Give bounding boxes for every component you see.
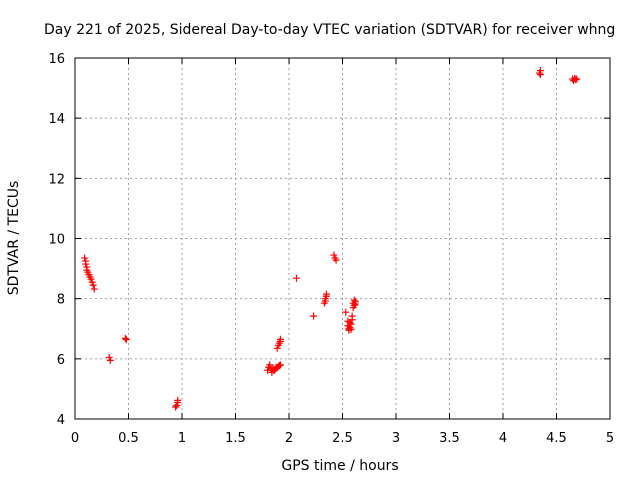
y-tick-label: 14 [48, 112, 65, 127]
x-axis-label: GPS time / hours [281, 458, 398, 474]
data-point [276, 335, 284, 343]
data-point [81, 254, 89, 262]
data-point [273, 344, 281, 352]
x-tick-label: 0.5 [118, 431, 139, 446]
axis-ticks [74, 57, 611, 420]
x-tick-label: 1 [178, 431, 186, 446]
data-point [105, 353, 113, 361]
data-point [292, 274, 300, 282]
y-tick-label: 4 [57, 413, 65, 428]
data-point [350, 301, 358, 309]
data-point [351, 298, 359, 306]
data-point [572, 76, 580, 84]
x-tick-label: 3 [392, 431, 400, 446]
x-tick-label: 4.5 [546, 431, 567, 446]
data-point [89, 281, 97, 289]
data-point [348, 312, 356, 320]
y-tick-label: 8 [57, 293, 65, 308]
data-point [347, 325, 355, 333]
data-point [106, 356, 114, 364]
y-tick-label: 6 [57, 353, 65, 368]
data-point [88, 278, 96, 286]
y-axis-label: SDTVAR / TECUs [6, 181, 22, 296]
data-point [330, 251, 338, 259]
chart-title: Day 221 of 2025, Sidereal Day-to-day VTE… [44, 22, 615, 38]
data-point [87, 275, 95, 283]
data-point [121, 334, 129, 342]
x-tick-label: 3.5 [439, 431, 460, 446]
data-point [266, 361, 274, 369]
x-tick-label: 2.5 [332, 431, 353, 446]
data-point [536, 71, 544, 79]
data-point [310, 312, 318, 320]
data-point [173, 401, 181, 409]
x-tick-label: 2 [285, 431, 293, 446]
grid-lines [75, 58, 610, 419]
data-point [342, 308, 350, 316]
y-tick-label: 16 [48, 52, 65, 67]
data-point [90, 285, 98, 293]
x-tick-label: 0 [71, 431, 79, 446]
data-points [81, 67, 581, 411]
data-point [332, 256, 340, 264]
data-point [122, 336, 130, 344]
data-point [174, 396, 182, 404]
data-point [264, 366, 272, 374]
x-tick-label: 5 [606, 431, 614, 446]
x-tick-label: 4 [499, 431, 507, 446]
data-point [276, 361, 284, 369]
y-tick-label: 10 [48, 233, 65, 248]
tick-labels: 0 0.5 1 1.5 2 2.5 3 3.5 4 4.5 5 4 6 8 10 12 14 16 [48, 52, 614, 446]
y-tick-label: 12 [48, 172, 65, 187]
data-point [172, 403, 180, 411]
x-tick-label: 1.5 [225, 431, 246, 446]
data-point [82, 260, 90, 268]
data-point [275, 361, 283, 369]
data-point [573, 75, 581, 83]
data-point [322, 290, 330, 298]
